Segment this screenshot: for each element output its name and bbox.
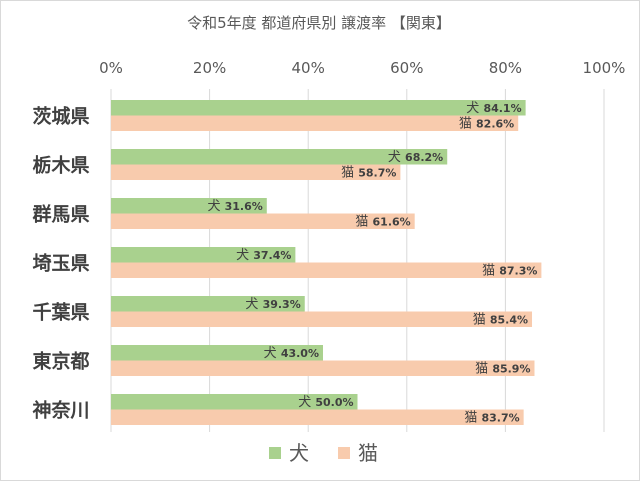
data-label: 犬 68.2% xyxy=(388,150,443,165)
data-label: 猫 83.7% xyxy=(464,411,519,426)
x-tick-label: 0% xyxy=(99,59,123,77)
bar xyxy=(111,360,535,376)
data-label: 犬 37.4% xyxy=(236,248,291,263)
data-label-value: 39.3% xyxy=(263,298,301,311)
data-label: 猫 85.9% xyxy=(475,362,530,377)
data-label-value: 50.0% xyxy=(315,396,353,409)
data-label: 猫 87.3% xyxy=(482,264,537,279)
data-label-value: 84.1% xyxy=(483,102,521,115)
data-label-series: 猫 xyxy=(341,166,358,181)
data-label: 犬 50.0% xyxy=(298,395,353,410)
data-label-series: 猫 xyxy=(355,215,372,230)
data-label: 犬 31.6% xyxy=(207,199,262,214)
data-label: 猫 82.6% xyxy=(459,117,514,132)
data-label-value: 85.4% xyxy=(490,314,528,327)
data-label-value: 87.3% xyxy=(499,265,537,278)
data-label-series: 猫 xyxy=(475,362,492,377)
data-label-series: 犬 xyxy=(207,199,224,214)
category-label: 群馬県 xyxy=(31,203,89,226)
data-label-series: 猫 xyxy=(482,264,499,279)
data-label-series: 犬 xyxy=(388,150,405,165)
x-axis: 0% 20% 40% 60% 80% 100% xyxy=(99,59,625,77)
data-label: 猫 85.4% xyxy=(473,313,528,328)
data-label: 猫 61.6% xyxy=(355,215,410,230)
data-label-value: 37.4% xyxy=(253,249,291,262)
bar xyxy=(111,213,415,229)
data-label-value: 83.7% xyxy=(481,412,519,425)
data-label: 犬 84.1% xyxy=(466,101,521,116)
data-label-series: 犬 xyxy=(264,346,281,361)
data-label-series: 猫 xyxy=(459,117,476,132)
x-tick-label: 100% xyxy=(583,59,626,77)
data-label-series: 犬 xyxy=(245,297,262,312)
category-label: 千葉県 xyxy=(32,302,89,324)
category-label: 東京都 xyxy=(32,350,89,373)
legend-swatch xyxy=(269,447,281,459)
bar xyxy=(111,149,448,165)
data-label-series: 犬 xyxy=(298,395,315,410)
bar xyxy=(111,100,526,116)
legend-label: 猫 xyxy=(358,441,378,465)
data-label-series: 犬 xyxy=(466,101,483,116)
bar-layer: 犬 84.1%猫 82.6%犬 68.2%猫 58.7%犬 31.6%猫 61.… xyxy=(111,100,542,426)
category-label: 茨城県 xyxy=(32,105,89,128)
data-label-series: 猫 xyxy=(473,313,490,328)
bar xyxy=(111,164,401,180)
data-label-value: 31.6% xyxy=(225,200,263,213)
chart-title: 令和5年度 都道府県別 譲渡率 【関東】 xyxy=(187,14,451,32)
data-label-value: 68.2% xyxy=(405,151,443,164)
data-label-value: 61.6% xyxy=(373,216,411,229)
bar xyxy=(111,394,358,410)
legend-swatch xyxy=(338,447,350,459)
legend: 犬猫 xyxy=(269,441,378,465)
data-label: 猫 58.7% xyxy=(341,166,396,181)
category-label: 栃木県 xyxy=(32,154,89,177)
legend-label: 犬 xyxy=(289,441,309,465)
data-label-value: 43.0% xyxy=(281,347,319,360)
x-tick-label: 20% xyxy=(193,59,226,77)
data-label: 犬 39.3% xyxy=(245,297,300,312)
data-label-value: 85.9% xyxy=(492,363,530,376)
x-tick-label: 80% xyxy=(489,59,522,77)
bar xyxy=(111,262,542,278)
bar xyxy=(111,115,519,131)
x-tick-label: 40% xyxy=(292,59,325,77)
data-label-value: 82.6% xyxy=(476,118,514,131)
data-label-series: 猫 xyxy=(464,411,481,426)
bar xyxy=(111,247,296,263)
data-label: 犬 43.0% xyxy=(264,346,319,361)
bar xyxy=(111,409,524,425)
bar xyxy=(111,296,305,312)
bar xyxy=(111,311,533,327)
category-label: 神奈川 xyxy=(32,399,89,422)
category-label: 埼玉県 xyxy=(32,252,89,275)
data-label-series: 犬 xyxy=(236,248,253,263)
data-label-value: 58.7% xyxy=(358,167,396,180)
bar xyxy=(111,198,267,214)
x-tick-label: 60% xyxy=(390,59,423,77)
bar xyxy=(111,345,323,361)
